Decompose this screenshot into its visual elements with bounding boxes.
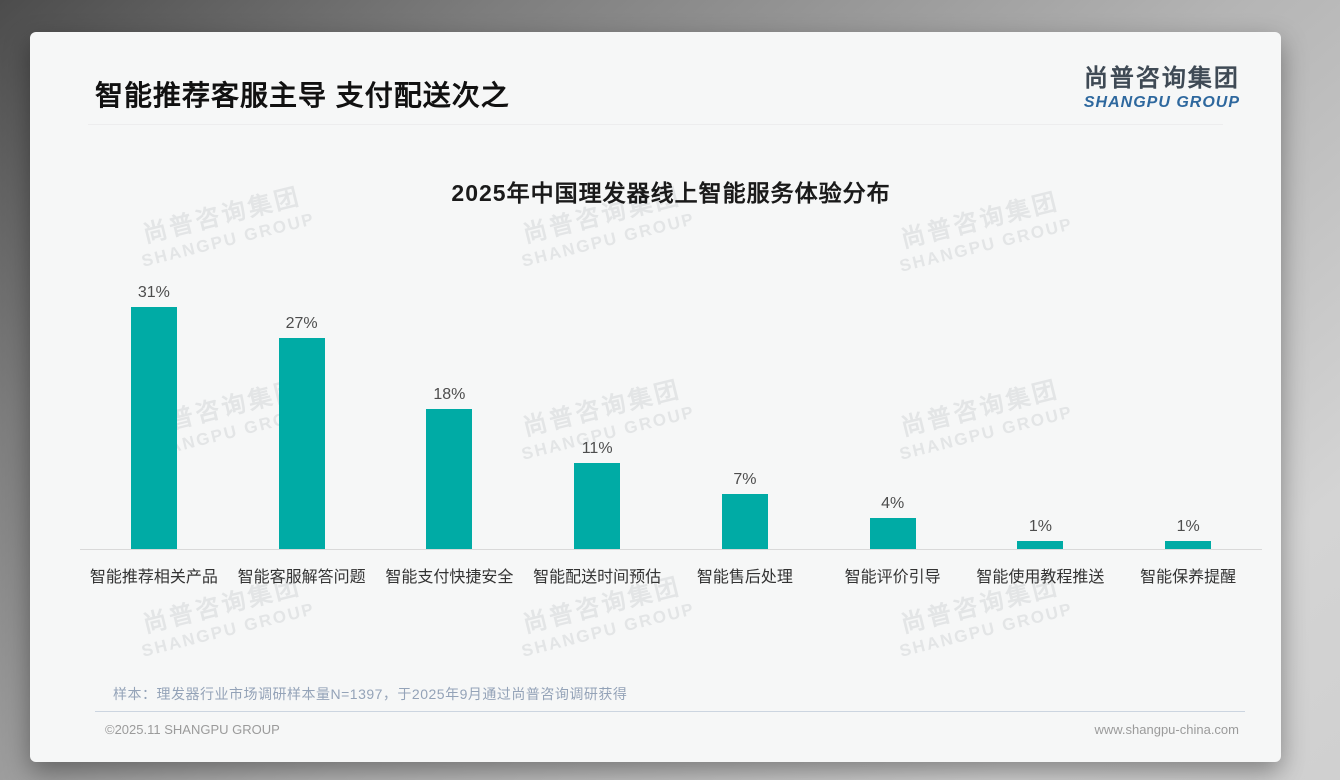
bar-group: 1% bbox=[967, 518, 1115, 549]
bar-value-label: 27% bbox=[285, 315, 318, 332]
bar-category-label: 智能评价引导 bbox=[844, 569, 941, 586]
watermark-english-text: SHANGPU GROUP bbox=[139, 209, 317, 271]
bar-category-label: 智能保养提醒 bbox=[1140, 569, 1237, 586]
header-divider bbox=[88, 124, 1223, 125]
bar bbox=[869, 518, 916, 549]
watermark-english-text: SHANGPU GROUP bbox=[519, 209, 697, 271]
bar-category-label: 智能使用教程推送 bbox=[976, 569, 1105, 586]
footer: ©2025.11 SHANGPU GROUP www.shangpu-china… bbox=[105, 722, 1239, 737]
sample-footnote: 样本：理发器行业市场调研样本量N=1397，于2025年9月通过尚普咨询调研获得 bbox=[113, 686, 628, 702]
bar-value-label: 1% bbox=[1176, 518, 1200, 535]
bar-category-label: 智能支付快捷安全 bbox=[385, 569, 514, 586]
company-logo: 尚普咨询集团 SHANGPU GROUP bbox=[1084, 58, 1240, 112]
bar-category-label: 智能配送时间预估 bbox=[533, 569, 662, 586]
page-title: 智能推荐客服主导 支付配送次之 bbox=[95, 80, 510, 111]
bar-category-label: 智能售后处理 bbox=[696, 569, 793, 586]
watermark-english-text: SHANGPU GROUP bbox=[139, 599, 317, 661]
watermark-english-text: SHANGPU GROUP bbox=[519, 599, 697, 661]
bar-value-label: 1% bbox=[1028, 518, 1052, 535]
bar bbox=[1165, 541, 1212, 549]
bar-chart-plot: 31% 27% 18% 11% 7% 4% 1% 1% bbox=[80, 278, 1262, 550]
footer-divider bbox=[95, 711, 1245, 712]
slide-card: 尚普咨询集团 SHANGPU GROUP 尚普咨询集团 SHANGPU GROUP 尚普… bbox=[30, 32, 1281, 762]
bar-category-label: 智能客服解答问题 bbox=[237, 569, 366, 586]
chart-title: 2025年中国理发器线上智能服务体验分布 bbox=[451, 180, 891, 206]
bar bbox=[426, 409, 473, 549]
bar-chart: 31% 27% 18% 11% 7% 4% 1% 1% 智能推荐相关产品 智能客服解答问题 智能支… bbox=[80, 278, 1262, 587]
bar bbox=[721, 494, 768, 549]
bar-value-label: 4% bbox=[881, 495, 905, 512]
bar bbox=[574, 463, 621, 549]
bar-chart-category-labels: 智能推荐相关产品 智能客服解答问题 智能支付快捷安全 智能配送时间预估 智能售后处理 智能… bbox=[80, 550, 1262, 587]
bar-category-label: 智能推荐相关产品 bbox=[89, 569, 218, 586]
watermark-english-text: SHANGPU GROUP bbox=[897, 599, 1075, 661]
bar bbox=[1017, 541, 1064, 549]
bar-value-label: 31% bbox=[137, 284, 170, 301]
bar-group: 18% bbox=[376, 386, 524, 549]
logo-chinese-text: 尚普咨询集团 bbox=[1083, 65, 1240, 92]
logo-english-text: SHANGPU GROUP bbox=[1083, 94, 1240, 111]
bar-group: 1% bbox=[1114, 518, 1262, 549]
watermark-english-text: SHANGPU GROUP bbox=[897, 214, 1075, 276]
website-url: www.shangpu-china.com bbox=[1094, 722, 1239, 737]
bar-group: 27% bbox=[228, 315, 376, 549]
bar-group: 11% bbox=[523, 440, 671, 549]
bar bbox=[130, 307, 177, 549]
bar-value-label: 11% bbox=[581, 440, 613, 457]
bar-value-label: 7% bbox=[733, 471, 757, 488]
bar-group: 7% bbox=[671, 471, 819, 549]
bar bbox=[278, 338, 325, 549]
bar-value-label: 18% bbox=[433, 386, 466, 403]
bar-group: 31% bbox=[80, 284, 228, 549]
bar-group: 4% bbox=[819, 495, 967, 549]
copyright-text: ©2025.11 SHANGPU GROUP bbox=[105, 722, 280, 737]
